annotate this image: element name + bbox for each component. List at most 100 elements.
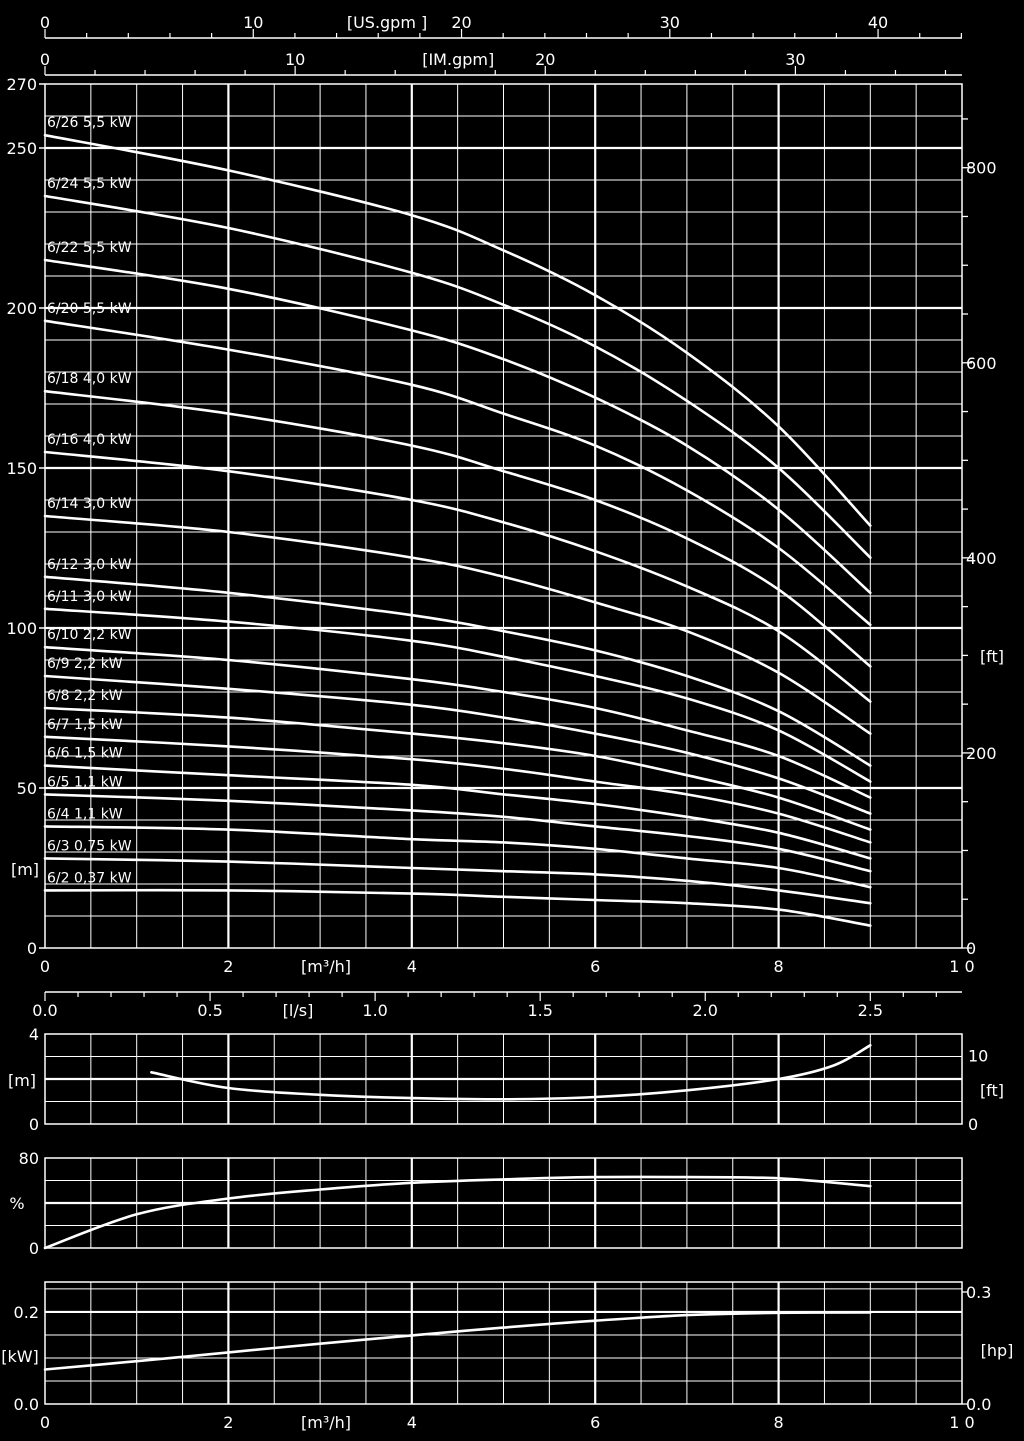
head-ytick-label: 0 — [27, 939, 37, 958]
curve-label: 6/5 1,1 kW — [47, 774, 123, 790]
im-gpm-axis-tick-label: 10 — [285, 50, 305, 69]
curve-label: 6/8 2,2 kW — [47, 688, 123, 704]
head-curve-6/24 5,5 kW — [43, 194, 872, 559]
power-xlabel: [m³/h] — [301, 1413, 351, 1432]
head-xtick-label: 8 — [774, 957, 784, 976]
ls-tick-label: 2.0 — [693, 1001, 718, 1020]
head-curve-6/18 4,0 kW — [43, 389, 872, 668]
curve-label: 6/16 4,0 kW — [47, 432, 132, 448]
power-y2label: [hp] — [981, 1341, 1014, 1360]
head-y2tick-label: 200 — [966, 744, 997, 763]
head-y2label: [ft] — [980, 647, 1004, 666]
head-curve-6/2 0,37 kW — [43, 888, 872, 927]
curve-label: 6/6 1,5 kW — [47, 746, 123, 762]
head-curve-6/26 5,5 kW — [43, 133, 872, 527]
curve-label: 6/18 4,0 kW — [47, 371, 132, 387]
head-curve-6/8 2,2 kW — [43, 706, 872, 831]
curve-label: 6/12 3,0 kW — [47, 557, 132, 573]
curve-label: 6/20 5,5 kW — [47, 301, 132, 317]
head-curve-6/4 1,1 kW — [43, 825, 872, 889]
head-curve-6/20 5,5 kW — [43, 319, 872, 627]
im-gpm-axis-tick-label: 20 — [535, 50, 555, 69]
head-xtick-label: 1 0 — [949, 957, 974, 976]
head-curve-6/9 2,2 kW — [43, 674, 872, 815]
head-xlabel: [m³/h] — [301, 957, 351, 976]
head-curve-6/10 2,2 kW — [43, 645, 872, 799]
head-ytick-label: 200 — [6, 299, 37, 318]
head-xtick-label: 2 — [223, 957, 233, 976]
power-ylabel: [kW] — [1, 1347, 39, 1366]
curve-label: 6/24 5,5 kW — [47, 176, 132, 192]
us-gpm-axis-tick-label: 10 — [243, 13, 263, 32]
head-ytick-label: 50 — [17, 779, 37, 798]
power-y2tick-label: 0.0 — [966, 1395, 991, 1414]
head-curve-6/14 3,0 kW — [43, 514, 872, 735]
curve-label: 6/3 0,75 kW — [47, 838, 132, 854]
head-xtick-label: 6 — [590, 957, 600, 976]
eff-ylabel: % — [9, 1194, 24, 1213]
power-xtick-label: 1 0 — [949, 1413, 974, 1432]
head-ytick-label: 250 — [6, 139, 37, 158]
eff-curve — [43, 1175, 872, 1250]
head-ytick-label: 270 — [6, 75, 37, 94]
curve-label: 6/26 5,5 kW — [47, 115, 132, 131]
head-y2tick-label: 600 — [966, 354, 997, 373]
im-gpm-axis-tick-label: 0 — [40, 50, 50, 69]
curve-label: 6/2 0,37 kW — [47, 870, 132, 886]
power-xtick-label: 4 — [407, 1413, 417, 1432]
head-curve-6/12 3,0 kW — [43, 575, 872, 767]
npsh-ylabel: [m] — [8, 1071, 36, 1090]
head-curve-6/5 1,1 kW — [43, 793, 872, 873]
im-gpm-axis-label: [IM.gpm] — [422, 50, 494, 69]
im-gpm-axis-tick-label: 30 — [785, 50, 805, 69]
npsh-y2tick-label: 10 — [968, 1046, 988, 1065]
power-curve — [43, 1311, 872, 1371]
npsh-curve — [150, 1044, 872, 1101]
npsh-ytick-label: 4 — [29, 1025, 39, 1044]
curve-label: 6/4 1,1 kW — [47, 806, 123, 822]
eff-ytick-label: 80 — [19, 1149, 39, 1168]
curves-layer — [43, 133, 872, 1371]
curve-label: 6/22 5,5 kW — [47, 240, 132, 256]
eff-ytick-label: 0 — [29, 1239, 39, 1258]
curve-label: 6/10 2,2 kW — [47, 627, 132, 643]
npsh-y2label: [ft] — [980, 1081, 1004, 1100]
ls-tick-label: 0.0 — [32, 1001, 57, 1020]
us-gpm-axis-tick-label: 0 — [40, 13, 50, 32]
curve-label: 6/14 3,0 kW — [47, 496, 132, 512]
us-gpm-axis-tick-label: 20 — [451, 13, 471, 32]
ls-tick-label: 1.0 — [362, 1001, 387, 1020]
head-curve-6/6 1,5 kW — [43, 764, 872, 860]
head-xtick-label: 4 — [407, 957, 417, 976]
npsh-y2tick-label: 0 — [968, 1115, 978, 1134]
ls-label: [l/s] — [283, 1001, 314, 1020]
ls-tick-label: 0.5 — [197, 1001, 222, 1020]
npsh-ytick-label: 0 — [29, 1115, 39, 1134]
power-ytick-label: 0.0 — [14, 1395, 39, 1414]
head-curve-6/11 3,0 kW — [43, 607, 872, 783]
curve-label: 6/7 1,5 kW — [47, 717, 123, 733]
power-xtick-label: 6 — [590, 1413, 600, 1432]
head-ylabel: [m] — [11, 860, 39, 879]
power-xtick-label: 8 — [774, 1413, 784, 1432]
curve-label: 6/11 3,0 kW — [47, 589, 132, 605]
power-y2tick-label: 0.3 — [966, 1283, 991, 1302]
head-ytick-label: 150 — [6, 459, 37, 478]
us-gpm-axis-tick-label: 40 — [868, 13, 888, 32]
curve-label: 6/9 2,2 kW — [47, 656, 123, 672]
text-layer: 0 10 20 30 40[US.gpm ]0 10 20 30[IM.gpm]0501001… — [1, 13, 1013, 1432]
head-y2tick-label: 400 — [966, 549, 997, 568]
head-curve-6/16 4,0 kW — [43, 450, 872, 703]
head-ytick-label: 100 — [6, 619, 37, 638]
ls-tick-label: 1.5 — [527, 1001, 552, 1020]
power-xtick-label: 0 — [40, 1413, 50, 1432]
head-curve-6/3 0,75 kW — [43, 857, 872, 905]
head-curve-6/7 1,5 kW — [43, 735, 872, 844]
us-gpm-axis-tick-label: 30 — [660, 13, 680, 32]
ls-tick-label: 2.5 — [858, 1001, 883, 1020]
power-xtick-label: 2 — [223, 1413, 233, 1432]
head-xtick-label: 0 — [40, 957, 50, 976]
head-curve-6/22 5,5 kW — [43, 258, 872, 595]
us-gpm-axis-label: [US.gpm ] — [347, 13, 427, 32]
